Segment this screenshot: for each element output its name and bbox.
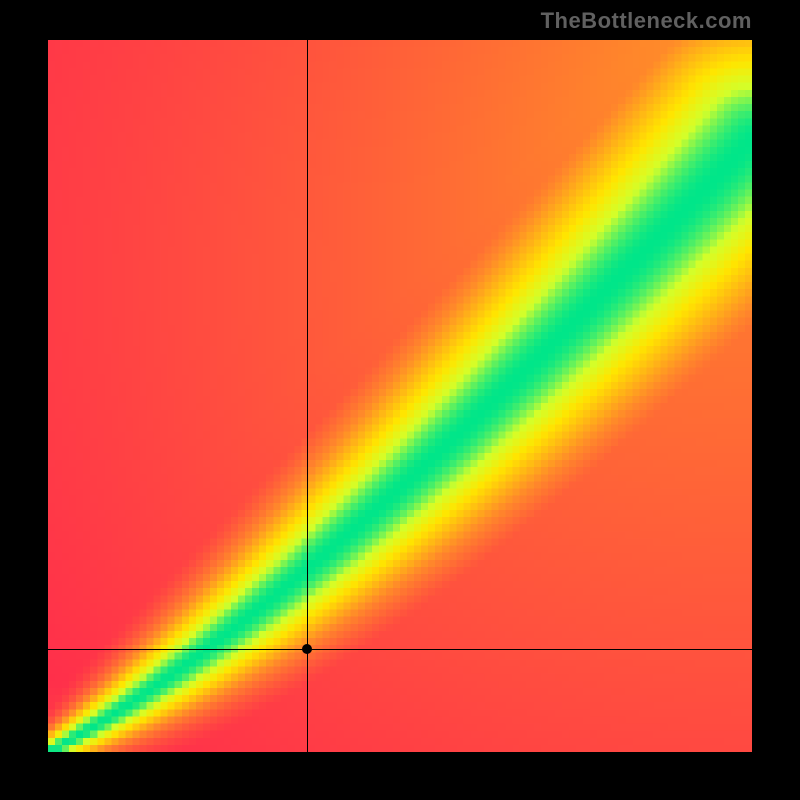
plot-area [48,40,752,752]
chart-container: TheBottleneck.com [0,0,800,800]
watermark-text: TheBottleneck.com [541,8,752,34]
crosshair-horizontal [48,649,752,650]
bottleneck-heatmap [48,40,752,752]
marker-dot [302,644,312,654]
